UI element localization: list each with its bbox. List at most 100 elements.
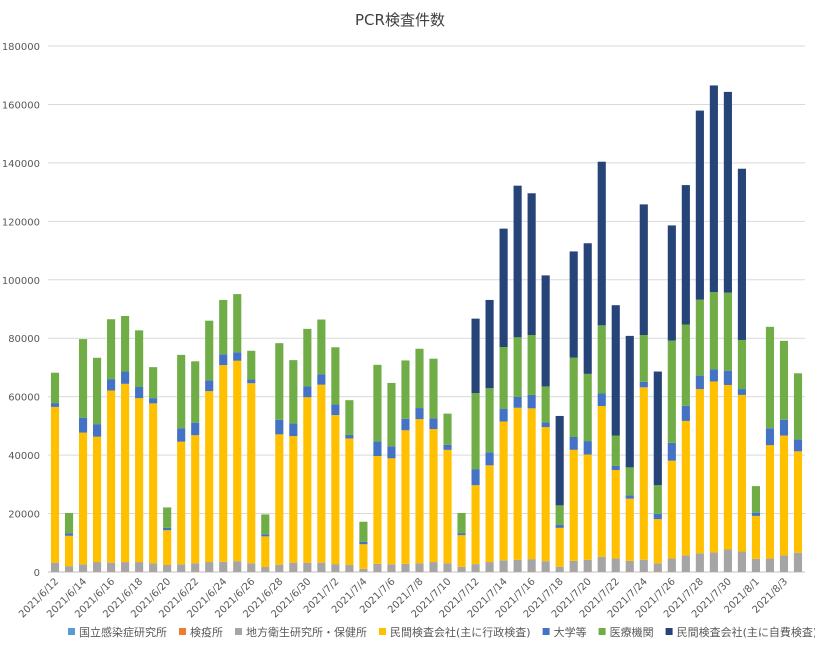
bar-segment-5: [303, 386, 312, 398]
bar-segment-5: [597, 393, 606, 407]
bar-segment-6: [779, 340, 789, 420]
bar-segment-5: [583, 441, 592, 455]
bar-segment-5: [653, 513, 662, 520]
bar-segment-3: [177, 564, 186, 572]
bar-segment-6: [597, 325, 606, 394]
bar-segment-6: [303, 328, 312, 387]
bar-segment-7: [653, 371, 662, 486]
bar-segment-5: [443, 444, 452, 450]
bar-segment-3: [191, 563, 200, 572]
bar-segment-5: [751, 512, 760, 516]
bar-segment-5: [93, 424, 102, 437]
bar-segment-4: [653, 519, 662, 564]
bar-segment-6: [611, 435, 620, 466]
bar-segment-4: [289, 436, 298, 563]
bar-segment-5: [471, 469, 480, 486]
bar-segment-4: [583, 454, 592, 560]
bar-segment-4: [597, 406, 606, 557]
bar-segment-3: [793, 552, 803, 572]
bar-segment-3: [779, 555, 789, 572]
bar-segment-5: [415, 408, 424, 420]
bar-segment-5: [345, 434, 354, 439]
y-tick-label: 60000: [8, 393, 40, 404]
bar-segment-4: [723, 384, 732, 550]
bar-segment-3: [695, 553, 704, 572]
bar-segment-5: [387, 446, 396, 459]
bar-segment-4: [499, 421, 508, 561]
bar-segment-4: [737, 394, 746, 552]
bar-segment-5: [163, 527, 172, 531]
bar-segment-3: [499, 560, 508, 572]
bar-segment-7: [737, 168, 746, 340]
bar-segment-3: [625, 560, 634, 572]
bar-segment-5: [135, 387, 144, 399]
bar-segment-7: [611, 305, 620, 436]
bar-segment-6: [247, 350, 256, 380]
bar-segment-3: [303, 562, 312, 572]
bar-segment-4: [359, 544, 368, 569]
bar-segment-6: [387, 382, 396, 447]
bar-segment-3: [681, 555, 690, 572]
bar-segment-6: [289, 360, 298, 424]
bar-segment-5: [64, 533, 74, 536]
bar-segment-6: [709, 292, 718, 370]
bar-segment-5: [219, 354, 228, 366]
bar-segment-5: [50, 403, 60, 407]
bar-segment-6: [107, 319, 116, 380]
legend-label: 民間検査会社(主に自費検査): [677, 625, 815, 639]
bar-segment-5: [373, 441, 382, 456]
bar-segment-4: [78, 432, 88, 565]
bar-segment-5: [247, 379, 256, 384]
bar-segment-6: [583, 373, 592, 442]
y-axis: 0 20000 40000 60000 80000 100000 120000 140000 1…: [2, 42, 40, 579]
bar-segment-6: [317, 319, 326, 375]
bar-segment-3: [345, 564, 354, 572]
bar-segment-4: [695, 389, 704, 554]
bar-segment-4: [765, 445, 775, 559]
bar-segment-6: [429, 358, 438, 419]
bar-segment-4: [457, 535, 466, 567]
bar-segment-6: [135, 330, 144, 388]
y-tick-label: 40000: [8, 451, 40, 462]
bar-segment-7: [527, 193, 536, 336]
bar-segment-7: [499, 228, 508, 347]
bar-segment-7: [569, 251, 578, 358]
bar-segment-7: [723, 91, 732, 293]
bar-segment-7: [583, 243, 592, 374]
bar-segment-5: [527, 394, 536, 409]
y-tick-label: 180000: [2, 42, 40, 53]
bar-segment-4: [191, 435, 200, 564]
bar-segment-4: [625, 498, 634, 561]
bar-segment-4: [751, 515, 760, 559]
bar-segment-3: [401, 563, 410, 572]
bar-segment-4: [569, 449, 578, 561]
bar-segment-5: [695, 375, 704, 390]
bar-segment-3: [415, 563, 424, 572]
bar-segment-6: [667, 340, 676, 443]
bar-segment-3: [639, 559, 648, 572]
bar-segment-4: [135, 398, 144, 563]
bar-segment-6: [653, 485, 662, 514]
bar-segment-4: [317, 384, 326, 563]
bar-segment-5: [331, 404, 340, 416]
bar-segment-6: [527, 335, 536, 395]
bar-segment-3: [751, 558, 760, 572]
bar-segment-4: [247, 383, 256, 564]
bar-segment-4: [527, 408, 536, 560]
y-tick-label: 20000: [8, 510, 40, 521]
bar-segment-6: [737, 339, 746, 390]
legend-swatch: [598, 628, 606, 635]
bar-segment-5: [261, 534, 270, 537]
bar-segment-3: [50, 562, 60, 572]
bar-segment-5: [457, 533, 466, 536]
bar-segment-3: [723, 549, 732, 572]
legend-label: 大学等: [554, 625, 587, 639]
bar-segment-4: [275, 434, 284, 565]
bar-segment-5: [569, 436, 578, 450]
bar-segment-6: [177, 354, 186, 429]
bar-segment-3: [149, 563, 158, 572]
bar-segment-3: [555, 566, 564, 572]
bar-segment-4: [93, 436, 102, 563]
bar-segment-3: [485, 562, 494, 572]
